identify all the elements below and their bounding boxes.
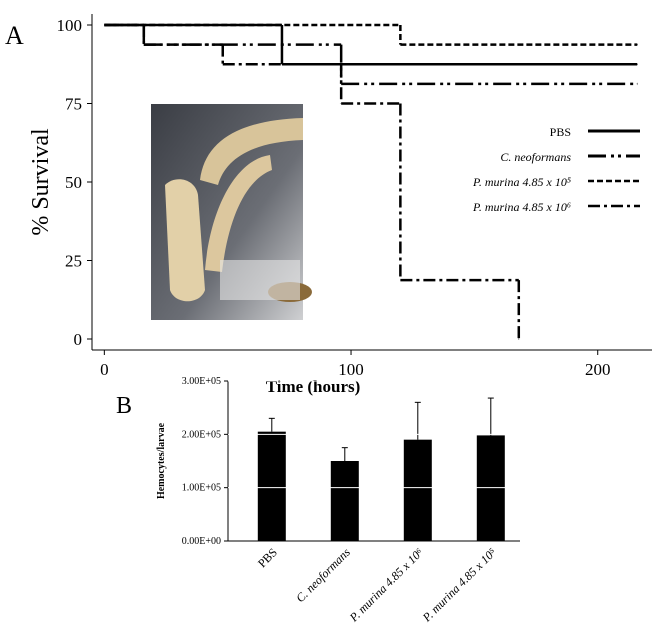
y-tick-label: 1.00E+05 <box>182 483 221 494</box>
survival-line <box>104 23 638 46</box>
bar <box>257 431 286 541</box>
survival-line <box>104 23 638 86</box>
x-tick-label: P. murina 4.85 x 10⁵ <box>419 545 499 625</box>
x-tick-label: 100 <box>338 360 364 379</box>
x-tick-label: 200 <box>585 360 611 379</box>
x-tick-label: C. neoformans <box>293 545 353 605</box>
legend-label: PBS <box>550 125 571 139</box>
bar <box>476 435 505 541</box>
panel-label: B <box>116 393 132 419</box>
x-tick-label: P. murina 4.85 x 10⁶ <box>346 545 426 625</box>
step-end <box>518 338 520 340</box>
x-tick-label: PBS <box>255 545 280 570</box>
y-tick-label: 0 <box>74 330 83 349</box>
y-tick-label: 0.00E+00 <box>182 536 221 547</box>
y-axis-label: Hemocytes/larvae <box>156 422 167 499</box>
legend-label: P. murina 4.85 x 10⁵ <box>472 175 571 189</box>
y-tick-label: 2.00E+05 <box>182 429 221 440</box>
x-tick-label: 0 <box>100 360 109 379</box>
x-axis-label: Time (hours) <box>266 377 361 396</box>
step-end <box>636 83 638 85</box>
bar <box>330 461 359 541</box>
y-tick-label: 50 <box>65 173 82 192</box>
step-end <box>636 44 638 46</box>
y-axis-label: % Survival <box>28 128 54 236</box>
y-tick-label: 75 <box>65 94 82 113</box>
y-tick-label: 3.00E+05 <box>182 376 221 387</box>
y-tick-label: 100 <box>57 16 83 35</box>
survival-line <box>104 23 521 340</box>
legend-label: P. murina 4.85 x 10⁶ <box>472 200 571 214</box>
y-tick-label: 25 <box>65 252 82 271</box>
legend-label: C. neoformans <box>500 150 571 164</box>
larvae-photo <box>151 104 312 320</box>
bar <box>403 439 432 541</box>
step-end <box>636 63 638 65</box>
panel-label: A <box>5 21 24 50</box>
